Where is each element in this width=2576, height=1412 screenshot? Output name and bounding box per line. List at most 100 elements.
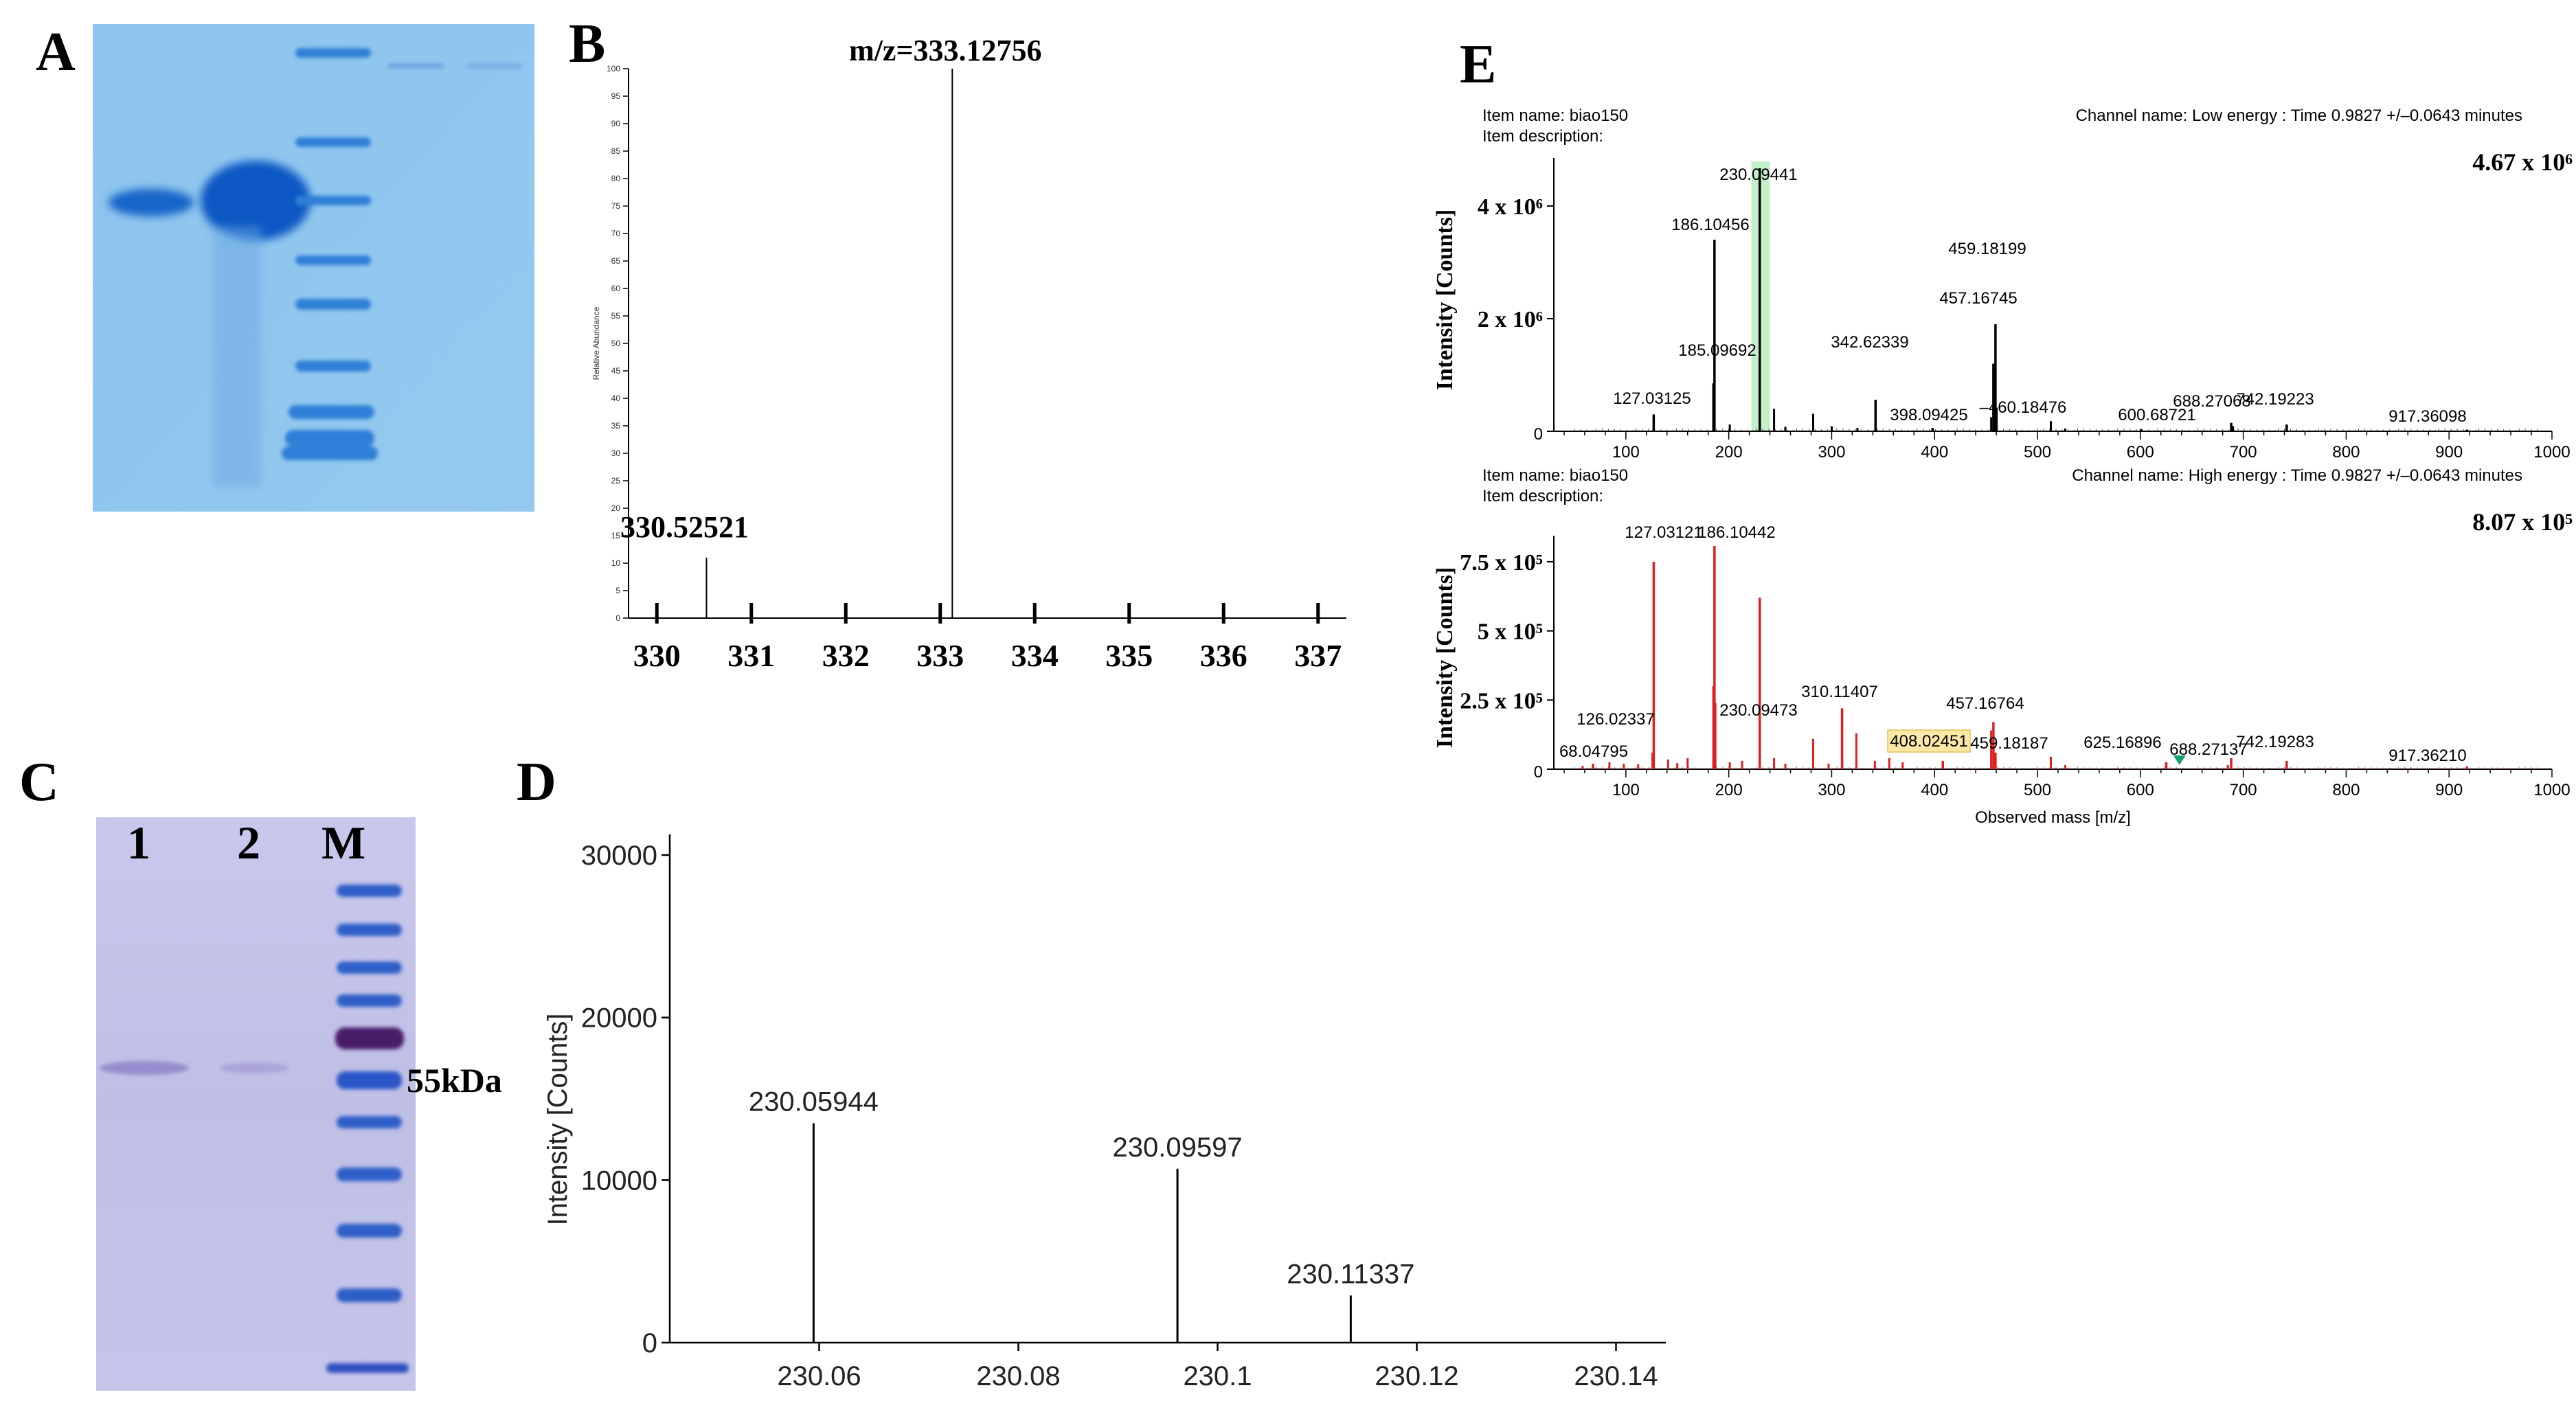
x-tick-label: 100	[1612, 443, 1640, 462]
x-tick-label: 300	[1818, 781, 1845, 799]
y-tick-label: 30000	[581, 841, 657, 871]
x-tick-label: 230.1	[1183, 1361, 1252, 1391]
x-tick-label: 330	[633, 638, 681, 673]
peak-label: 126.02337	[1577, 710, 1654, 729]
y-tick-label: 35	[611, 421, 621, 431]
y-tick-label: 2.5 x 10⁵	[1460, 688, 1543, 714]
y-tick-label: 7.5 x 10⁵	[1460, 550, 1543, 576]
gel-c-marker-lane	[326, 885, 409, 1373]
peak-label: 398.09425	[1890, 406, 1967, 424]
y-tick-label: 80	[611, 174, 621, 183]
gel-c-marker-band	[337, 1288, 402, 1302]
peak-label: –460.18476	[1980, 398, 2067, 417]
x-tick-label: 1000	[2533, 781, 2570, 799]
chart-e-low-energy: Item name: biao150 Item description: Chann…	[1432, 106, 2573, 462]
gel-c-marker-band	[337, 924, 402, 936]
x-tick-label: 230.06	[777, 1361, 861, 1391]
gel-a	[93, 24, 534, 512]
peak-label: 230.05944	[749, 1087, 879, 1117]
x-tick-label: 600	[2127, 781, 2154, 799]
y-tick-label: 60	[611, 284, 621, 293]
y-tick-label: 0	[615, 613, 620, 623]
x-tick-label: 333	[916, 638, 964, 673]
panel-label-e: E	[1460, 34, 1496, 95]
peak-label: 230.09473	[1719, 701, 1797, 720]
peak-label: 917.36098	[2388, 407, 2466, 426]
y-tick-label: 55	[611, 311, 621, 321]
gel-a-marker-band	[295, 137, 371, 147]
x-tick-label: 700	[2230, 443, 2257, 462]
y-tick-label: 70	[611, 229, 621, 238]
peak-label: 457.16745	[1939, 289, 2017, 308]
y-tick-label: 10000	[581, 1165, 657, 1196]
gel-c-marker-band	[337, 1168, 402, 1181]
gel-c-band-lane1	[100, 1061, 189, 1075]
gel-c-band-lane2	[220, 1062, 289, 1073]
x-tick-label: 200	[1715, 443, 1743, 462]
gel-c-marker-band	[337, 994, 402, 1007]
gel-a-band-lane1	[109, 189, 194, 216]
x-tick-label: 400	[1921, 443, 1948, 462]
x-tick-label: 230.14	[1574, 1361, 1658, 1391]
item-name: Item name: biao150	[1482, 466, 1628, 485]
gel-a-marker-band	[295, 361, 371, 372]
max-intensity: 4.67 x 10⁶	[2472, 148, 2573, 176]
gel-a-marker-lane	[282, 48, 378, 460]
gel-c-lane2-label: 2	[237, 817, 260, 869]
peak-label: 459.18187	[1970, 734, 2048, 753]
peak-label: 330.52521	[620, 510, 749, 544]
gel-a-marker-band	[295, 299, 371, 310]
x-tick-label: 900	[2435, 443, 2463, 462]
x-tick-label: 331	[727, 638, 775, 673]
y-tick-label: 50	[611, 339, 621, 348]
y-tick-label: 25	[611, 476, 621, 486]
gel-c: 1 2 M	[96, 817, 416, 1391]
gel-c-marker-band	[337, 885, 402, 897]
item-name: Item name: biao150	[1482, 106, 1628, 125]
peak-label: 230.09441	[1719, 166, 1797, 184]
peak-label: 600.68721	[2118, 406, 2195, 424]
y-tick-label: 100	[607, 64, 620, 73]
gel-c-band-size-label: 55kDa	[407, 1061, 502, 1100]
gel-a-marker-band	[295, 196, 371, 205]
gel-a-marker-band	[295, 255, 371, 265]
x-tick-label: 100	[1612, 781, 1640, 799]
gel-c-marker-band	[337, 1071, 402, 1089]
panel-label-d: D	[517, 752, 556, 812]
peak-label: 625.16896	[2083, 733, 2161, 752]
item-description: Item description:	[1482, 127, 1603, 146]
x-tick-label: 230.12	[1375, 1361, 1458, 1391]
peak-label: 457.16764	[1946, 694, 2024, 713]
max-intensity: 8.07 x 10⁵	[2472, 508, 2573, 536]
gel-a-lane2-smear	[213, 227, 261, 488]
x-tick-label: 500	[2024, 443, 2051, 462]
gel-c-marker-label: M	[321, 817, 365, 869]
x-tick-label: 335	[1105, 638, 1153, 673]
peak-label: 230.11337	[1287, 1259, 1414, 1289]
channel-name: Channel name: Low energy : Time 0.9827 +…	[2076, 106, 2522, 125]
y-tick-label: 30	[611, 448, 621, 458]
item-description: Item description:	[1482, 487, 1603, 505]
peak-label: 408.02451	[1890, 732, 1967, 751]
y-tick-label: 15	[611, 531, 621, 540]
y-tick-label: 4 x 10⁶	[1478, 194, 1543, 220]
gel-a-faint-band	[388, 63, 443, 69]
baseline-noise	[1574, 766, 2541, 769]
x-tick-label: 334	[1011, 638, 1059, 673]
gel-a-marker-band	[285, 430, 374, 446]
y-tick-label: 5 x 10⁵	[1478, 619, 1543, 645]
gel-a-marker-band	[282, 446, 378, 460]
peak-label: 688.27068	[2173, 392, 2250, 411]
peak-label: 185.09692	[1678, 341, 1756, 360]
peak-label: 742.19283	[2236, 733, 2314, 751]
x-tick-label: 700	[2230, 781, 2257, 799]
gel-c-marker-band	[337, 1224, 402, 1238]
peak-label: 917.36210	[2388, 747, 2466, 765]
y-tick-label: 5	[615, 586, 620, 595]
peak-label: 342.62339	[1831, 333, 1908, 352]
chart-d: 0 10000 20000 30000 Intensity [Counts] 230.06…	[543, 834, 1666, 1391]
y-axis-label: Intensity [Counts]	[543, 1013, 573, 1225]
y-tick-label: 75	[611, 201, 621, 211]
y-tick-label: 95	[611, 91, 621, 101]
y-tick-label: 90	[611, 119, 621, 128]
